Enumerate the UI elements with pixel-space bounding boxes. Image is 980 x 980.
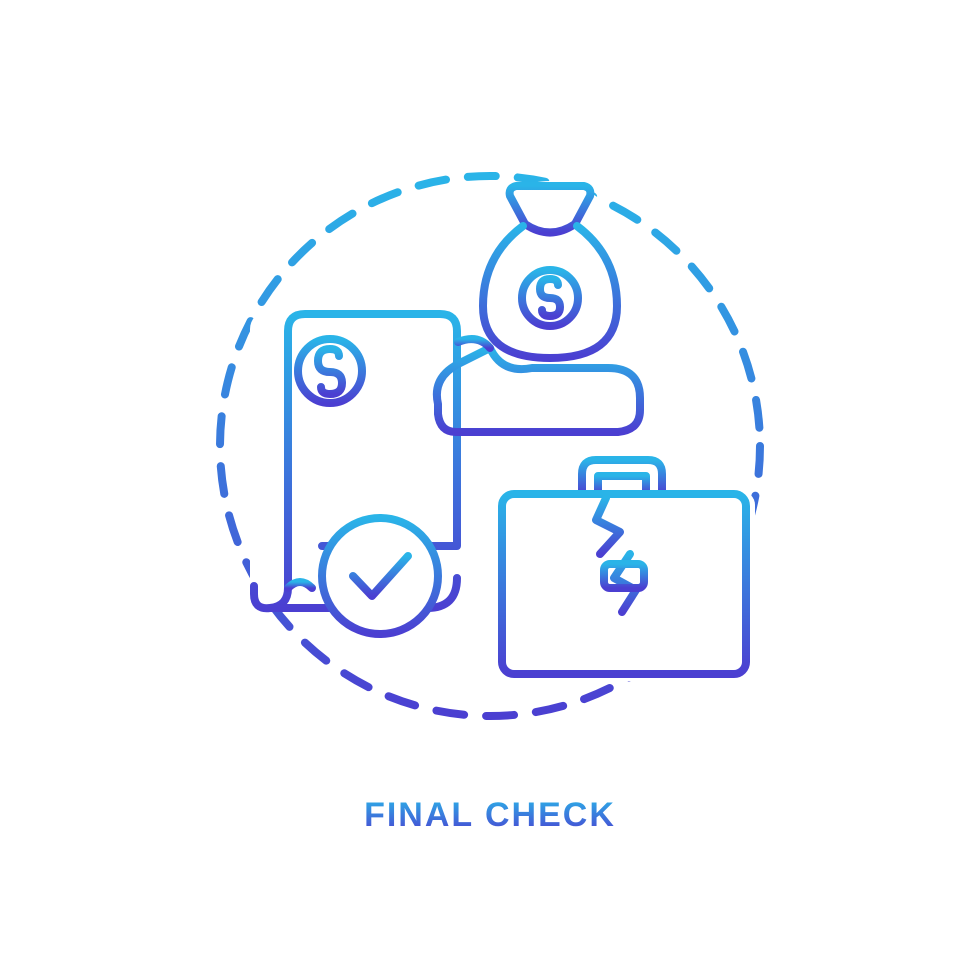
hand-moneybag-icon — [437, 186, 640, 432]
briefcase-icon — [502, 460, 746, 674]
checkmark-badge-icon — [322, 518, 438, 634]
dashed-circle-icon — [220, 176, 760, 716]
gradient-line-icon — [190, 146, 790, 746]
label-text: FINAL CHECK — [364, 796, 616, 835]
final-check-icon — [190, 146, 790, 746]
